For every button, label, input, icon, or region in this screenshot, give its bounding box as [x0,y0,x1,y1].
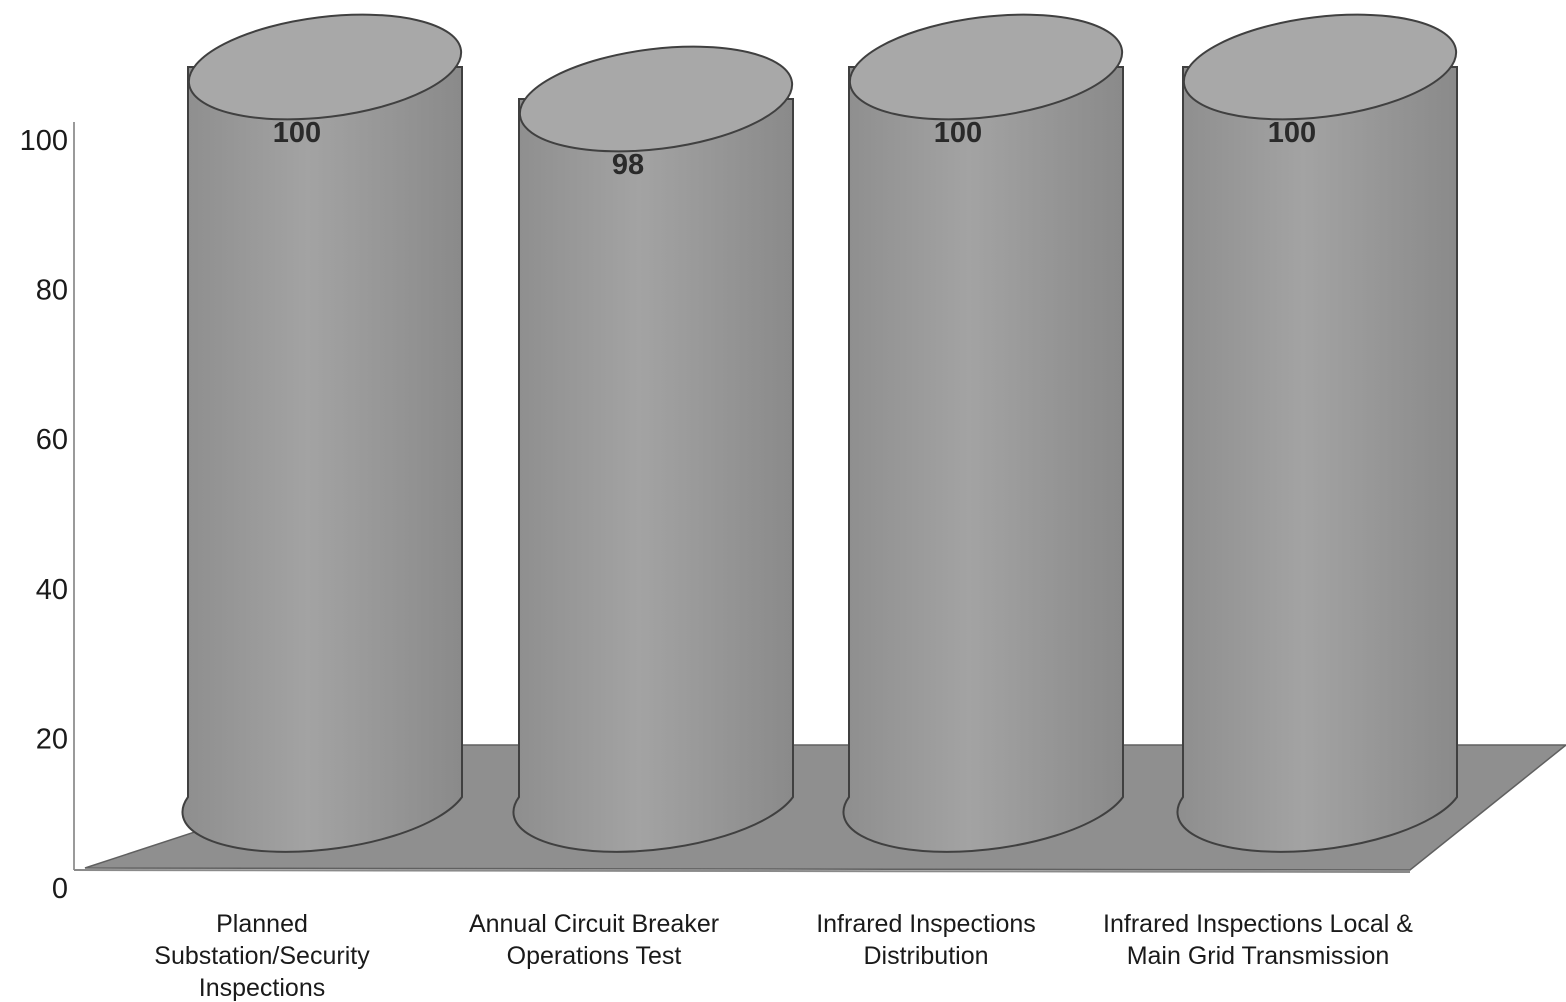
data-label: 100 [273,117,321,149]
bar [181,66,463,853]
bar-top [187,13,463,121]
bar-top [1182,13,1458,121]
bar-group: 100 [1176,13,1458,853]
data-label: 100 [934,117,982,149]
bar-group: 98 [512,45,794,853]
bar-group: 100 [181,13,463,853]
data-label: 100 [1268,117,1316,149]
data-label: 98 [612,149,644,181]
y-tick-label: 20 [36,723,68,755]
x-category-label: Infrared Inspections Distribution [816,910,1036,970]
y-tick-label: 60 [36,424,68,456]
y-tick-label: 0 [52,873,68,905]
bar [1176,66,1458,853]
bar [842,66,1124,853]
y-tick-label: 100 [20,125,68,157]
x-axis-line [73,869,1411,873]
x-category-label: Annual Circuit Breaker Operations Test [469,910,719,970]
x-category-label: Planned Substation/Security Inspections [154,910,370,1002]
y-tick-label: 80 [36,275,68,307]
bar-top [848,13,1124,121]
y-tick-label: 40 [36,574,68,606]
bars: 100 98 100 100 [181,13,1458,853]
y-axis-ticks: 0 20 40 60 80 100 [20,125,68,905]
x-category-label: Infrared Inspections Local & Main Grid Tr… [1103,910,1413,970]
bar [512,98,794,853]
bar-top [518,45,794,153]
x-axis-labels: Planned Substation/Security Inspections Ann… [154,910,1413,1002]
bar-group: 100 [842,13,1124,853]
